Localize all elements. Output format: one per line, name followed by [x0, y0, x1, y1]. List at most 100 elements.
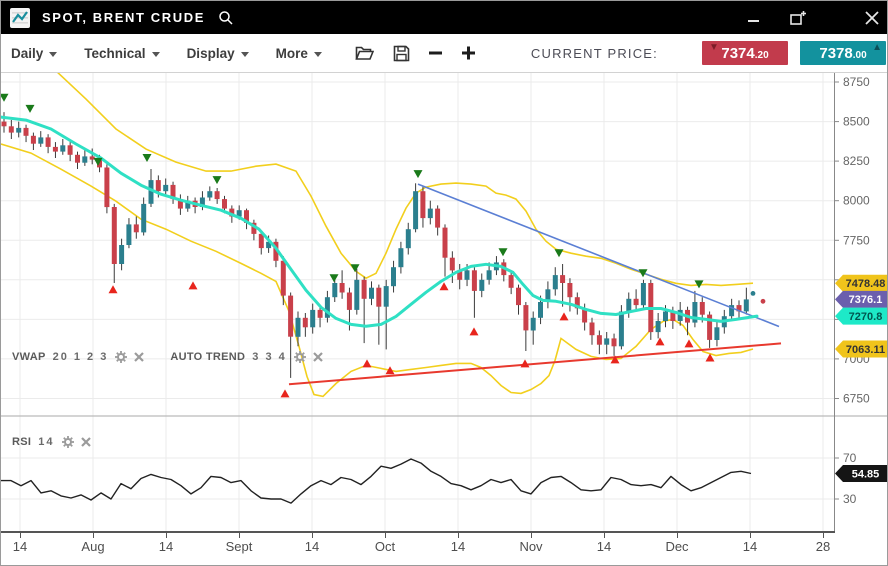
rsi-remove-icon[interactable]	[80, 437, 91, 447]
y-axis-label: 8500	[843, 115, 870, 129]
title-bar: SPOT, BRENT CRUDE	[1, 1, 887, 34]
x-axis-tick	[531, 531, 532, 538]
auto-trend-remove-icon[interactable]	[312, 352, 323, 362]
x-axis-tick	[312, 531, 313, 538]
close-button[interactable]	[865, 10, 879, 25]
chevron-down-icon	[151, 51, 160, 57]
rsi-settings-gear-icon[interactable]	[61, 436, 74, 448]
candle-body	[714, 327, 720, 340]
x-axis-tick	[677, 531, 678, 538]
vwap-line	[1, 115, 759, 328]
candle-body	[618, 311, 624, 347]
candle-body	[589, 322, 595, 336]
zoom-in-icon[interactable]	[461, 46, 476, 60]
menu-more-label: More	[275, 45, 308, 61]
candle-body	[574, 297, 580, 309]
indicator-legend-row: VWAP 20 1 2 3	[12, 351, 323, 363]
x-axis-label: 14	[12, 539, 28, 554]
ask-price-value: 7378	[819, 44, 853, 62]
candle-body	[346, 292, 352, 310]
y-axis-label: 30	[843, 492, 857, 506]
window-title: SPOT, BRENT CRUDE	[42, 10, 205, 25]
search-icon[interactable]	[218, 10, 234, 26]
x-axis-tick	[604, 531, 605, 538]
candle-body	[82, 156, 88, 163]
candle-body	[464, 270, 470, 280]
zoom-out-icon[interactable]	[428, 46, 443, 60]
trend-line-ascending-support	[288, 342, 782, 386]
x-axis-tick	[20, 531, 21, 538]
candle-body	[640, 283, 646, 306]
candle-body	[251, 222, 257, 234]
vwap-remove-icon[interactable]	[134, 352, 145, 362]
candle-body	[288, 295, 294, 337]
current-price-label: CURRENT PRICE:	[530, 45, 658, 61]
rsi-line	[1, 458, 752, 504]
candle-body	[97, 159, 102, 168]
x-axis-label: 14	[596, 539, 612, 554]
candle-body	[471, 270, 477, 291]
menu-more[interactable]: More	[276, 46, 322, 61]
rsi-legend-row: RSI 14	[12, 436, 91, 448]
buy-marker-icon	[684, 339, 694, 348]
candle-body	[670, 311, 676, 321]
bid-price-badge: ▼ 7374.20	[702, 41, 788, 65]
x-axis-label: Nov	[519, 539, 543, 554]
x-axis-tick	[93, 531, 94, 538]
candle-body	[398, 248, 404, 268]
buy-marker-icon	[280, 389, 290, 398]
candle-body	[604, 338, 610, 345]
candle-body	[23, 127, 29, 136]
candle-body	[310, 309, 316, 328]
candle-body	[663, 311, 668, 321]
candle-body	[391, 267, 396, 287]
candle-body	[582, 308, 588, 323]
candle-body	[119, 245, 125, 264]
candle-body	[207, 191, 213, 198]
vwap-settings-gear-icon[interactable]	[115, 351, 128, 363]
menu-daily[interactable]: Daily	[11, 46, 58, 61]
candle-body	[324, 297, 330, 318]
x-axis-label: Dec	[665, 539, 689, 554]
price-tag-value: 7478.48	[846, 278, 886, 290]
menu-display[interactable]: Display	[187, 46, 249, 61]
x-axis-tick	[166, 531, 167, 538]
price-and-rsi-chart[interactable]: 8750850082508000775075007250700067507030…	[1, 73, 888, 531]
candle-body	[567, 283, 573, 298]
buy-marker-icon	[362, 359, 372, 368]
candle-body	[8, 126, 14, 133]
popout-button[interactable]	[790, 10, 807, 25]
sell-marker-icon	[638, 269, 648, 278]
menu-technical[interactable]: Technical	[84, 46, 160, 61]
price-down-arrow-icon: ▼	[709, 42, 719, 53]
sell-marker-icon	[413, 170, 423, 179]
vwap-indicator-name: VWAP	[12, 351, 46, 363]
save-icon[interactable]	[393, 45, 410, 62]
x-axis: 14 Aug 14 Sept 14 Oct 14 Nov 14 Dec 14 28	[1, 531, 887, 565]
candle-body	[185, 200, 191, 209]
candle-body	[141, 203, 147, 233]
candle-body	[369, 287, 374, 299]
candle-body	[155, 180, 161, 192]
x-axis-label: Oct	[374, 539, 396, 554]
auto-trend-settings-gear-icon[interactable]	[293, 351, 306, 363]
buy-marker-icon	[705, 353, 715, 362]
candle-body	[516, 287, 521, 306]
price-tag-value: 7063.11	[846, 344, 885, 356]
candle-body	[413, 191, 419, 230]
candle-body	[530, 317, 536, 331]
candle-body	[16, 127, 22, 133]
minimize-button[interactable]	[748, 12, 760, 24]
x-axis-tick	[823, 531, 824, 538]
candle-body	[244, 210, 249, 223]
candle-body	[1, 121, 7, 127]
y-axis-label: 8250	[843, 154, 870, 168]
buy-marker-icon	[439, 282, 449, 291]
candle-body	[126, 224, 132, 245]
x-axis-label: 14	[742, 539, 758, 554]
candle-body	[736, 305, 742, 312]
sell-marker-icon	[93, 157, 103, 166]
candle-body	[199, 197, 205, 207]
open-folder-icon[interactable]	[355, 45, 374, 61]
chart-area: 8750850082508000775075007250700067507030…	[1, 73, 888, 531]
